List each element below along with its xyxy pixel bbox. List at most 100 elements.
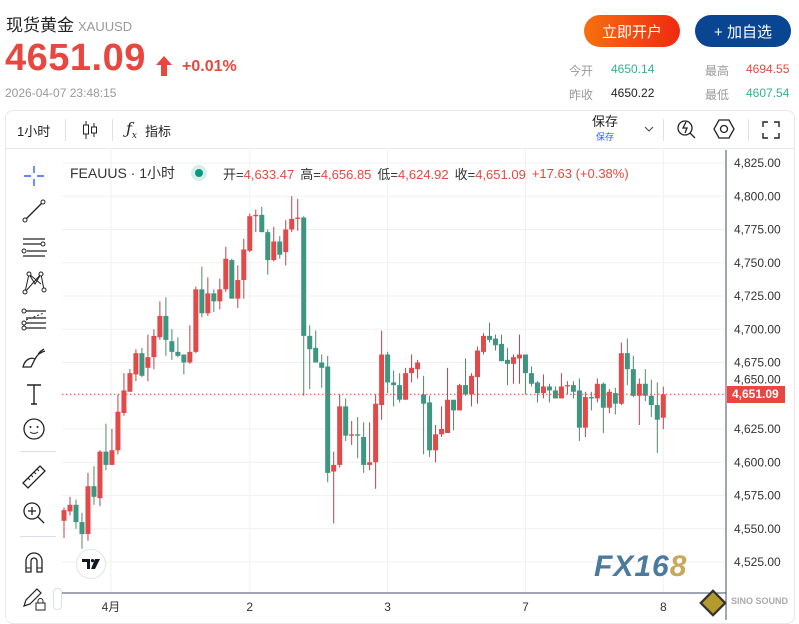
candle-body [355,434,361,436]
candle-style-icon[interactable] [82,121,98,139]
candle-body [481,335,487,352]
fullscreen-icon[interactable] [762,121,780,139]
instrument-symbol: XAUUSD [78,19,133,34]
indicators-label: 指标 [145,123,172,139]
interval-selector[interactable]: 1小时 [17,123,51,139]
candle-body [492,338,498,346]
candle-body [181,354,187,363]
legend-low: 低=4,624.92 [377,166,449,182]
candle-body [409,367,415,374]
time-tick: 4月 [102,600,121,614]
instrument-title: 现货黄金 XAUUSD [6,11,132,36]
chart-legend: FEAUUS · 1小时 开=4,633.47 高=4,656.85 低=4,6… [70,163,629,183]
lock-drawings-icon[interactable] [20,584,48,612]
brush-icon[interactable] [20,343,48,371]
candle-body [379,354,385,406]
candle-body [343,406,349,436]
candle-body [133,353,139,375]
candle-body [145,357,151,368]
divider [20,451,56,452]
divider [663,119,664,141]
open-account-button[interactable]: 立即开户 [584,15,680,47]
prev-close-value: 4650.22 [611,86,655,100]
divider [112,119,113,141]
legend-symbol: FEAUUS · 1小时 [70,165,176,181]
settings-icon[interactable] [713,119,735,139]
candle-body [397,385,403,400]
candle-body [391,382,397,386]
instrument-name: 现货黄金 [6,16,74,35]
candle-body [528,373,534,384]
arrow-up-icon [156,56,172,76]
price-tick: 4,825.00 [734,156,781,170]
collapse-toolbar-button[interactable] [53,588,62,610]
zoom-in-icon[interactable] [20,499,48,527]
candle-body [127,373,133,392]
save-button[interactable]: 保存 保存 [592,114,618,143]
fib-retracement-icon[interactable] [20,305,48,333]
candle-body [253,214,259,217]
candle-body [73,504,79,523]
candle-body [373,403,379,463]
candle-body [600,383,606,408]
price-tick: 4,600.00 [734,455,781,469]
fx-icon: ƒx [126,118,137,142]
candle-body [265,232,271,261]
candle-body [630,369,636,396]
time-tick: 8 [660,600,667,614]
candle-body [648,395,654,406]
candle-body [522,354,528,374]
quick-search-icon[interactable] [676,118,698,140]
candle-body [349,434,355,436]
candle-body [475,350,481,378]
price-tick: 4,750.00 [734,256,781,270]
candle-body [301,217,307,336]
candle-body [588,397,594,399]
candle-body [594,383,600,399]
candle-body [415,362,421,370]
candle-body [564,385,570,387]
ruler-icon[interactable] [20,463,48,491]
low-value: 4607.54 [746,86,790,100]
trend-line-icon[interactable] [20,197,48,225]
crosshair-icon[interactable] [20,162,48,190]
chevron-down-icon[interactable] [644,126,654,132]
candle-body [283,229,289,253]
candle-body [247,216,253,251]
price-tick: 4,625.00 [734,422,781,436]
time-tick: 3 [384,600,391,614]
candle-body [624,353,630,370]
candle-body [642,383,648,396]
candle-body [313,347,319,363]
text-icon[interactable] [20,380,48,408]
price-tick: 4,700.00 [734,322,781,336]
legend-change: +17.63 (+0.38%) [531,165,629,181]
add-watchlist-button[interactable]: + 加自选 [695,15,791,47]
emoji-icon[interactable] [20,415,48,443]
price-tick: 4,575.00 [734,489,781,503]
current-price-label: 4,651.09 [727,386,785,404]
time-tick: 7 [522,600,529,614]
candle-body [361,436,367,465]
candle-body [121,390,127,414]
candle-body [445,399,451,433]
pattern-icon[interactable] [20,268,48,296]
horizontal-lines-icon[interactable] [20,233,48,261]
candle-body [660,394,666,418]
prev-close-label: 昨收 [569,88,594,102]
candle-body [163,315,169,340]
candle-body [427,402,433,451]
candle-body [235,280,241,299]
candle-body [439,429,445,435]
candle-body [205,293,211,314]
candle-body [504,359,510,364]
candle-body [67,504,73,512]
indicators-button[interactable]: ƒx 指标 [126,112,171,148]
save-sublabel: 保存 [596,132,615,142]
divider [20,536,56,537]
tradingview-logo[interactable] [76,549,106,579]
magnet-icon[interactable] [20,548,48,576]
price-tick: 4,550.00 [734,522,781,536]
candle-body [289,218,295,230]
